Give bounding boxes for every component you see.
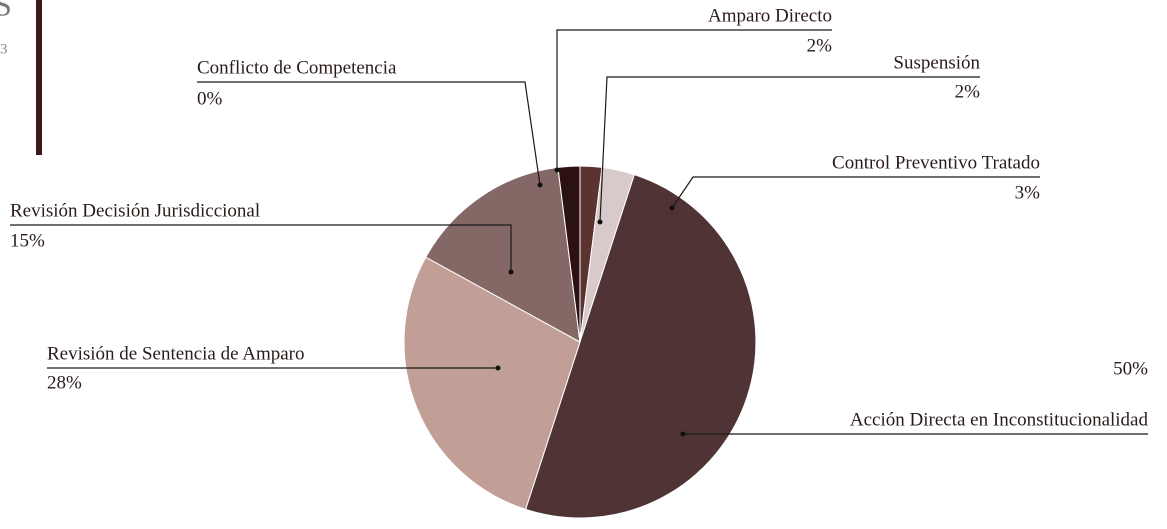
- leader-line: [197, 81, 541, 186]
- value-label: 0%: [197, 88, 223, 109]
- leader-dot: [680, 431, 686, 437]
- header-fragment: S: [0, 0, 12, 22]
- leader-dot: [508, 269, 514, 275]
- slice-label: Revisión Decisión Jurisdiccional: [10, 200, 260, 221]
- value-label: 50%: [1113, 358, 1148, 379]
- value-label: 3%: [1015, 182, 1041, 203]
- value-label: 2%: [807, 35, 833, 56]
- value-label: 28%: [47, 372, 82, 393]
- pie-slice: [524, 173, 757, 519]
- slice-label: Conflicto de Competencia: [197, 57, 397, 78]
- leader-line: [599, 76, 980, 223]
- value-label: 2%: [955, 81, 981, 102]
- pie-slice: [557, 165, 581, 343]
- slice-label: Suspensión: [893, 52, 980, 73]
- leader-dot: [669, 205, 675, 211]
- leader-line: [671, 176, 1040, 209]
- pie-slice: [425, 166, 581, 343]
- header-fragment: 3: [0, 41, 8, 57]
- leader-line: [556, 29, 832, 170]
- slice-label: Acción Directa en Inconstitucionalidad: [850, 409, 1149, 430]
- leader-dot: [597, 219, 603, 225]
- pie-slice: [403, 256, 581, 511]
- leader-dot: [554, 167, 560, 173]
- leader-dot: [537, 182, 543, 188]
- leader-line: [10, 224, 512, 272]
- slice-label: Control Preventivo Tratado: [832, 152, 1040, 173]
- slice-label: Revisión de Sentencia de Amparo: [47, 343, 305, 364]
- leader-dot: [495, 365, 501, 371]
- slice-label: Amparo Directo: [708, 5, 832, 26]
- side-bar: [36, 0, 42, 155]
- value-label: 15%: [10, 230, 45, 251]
